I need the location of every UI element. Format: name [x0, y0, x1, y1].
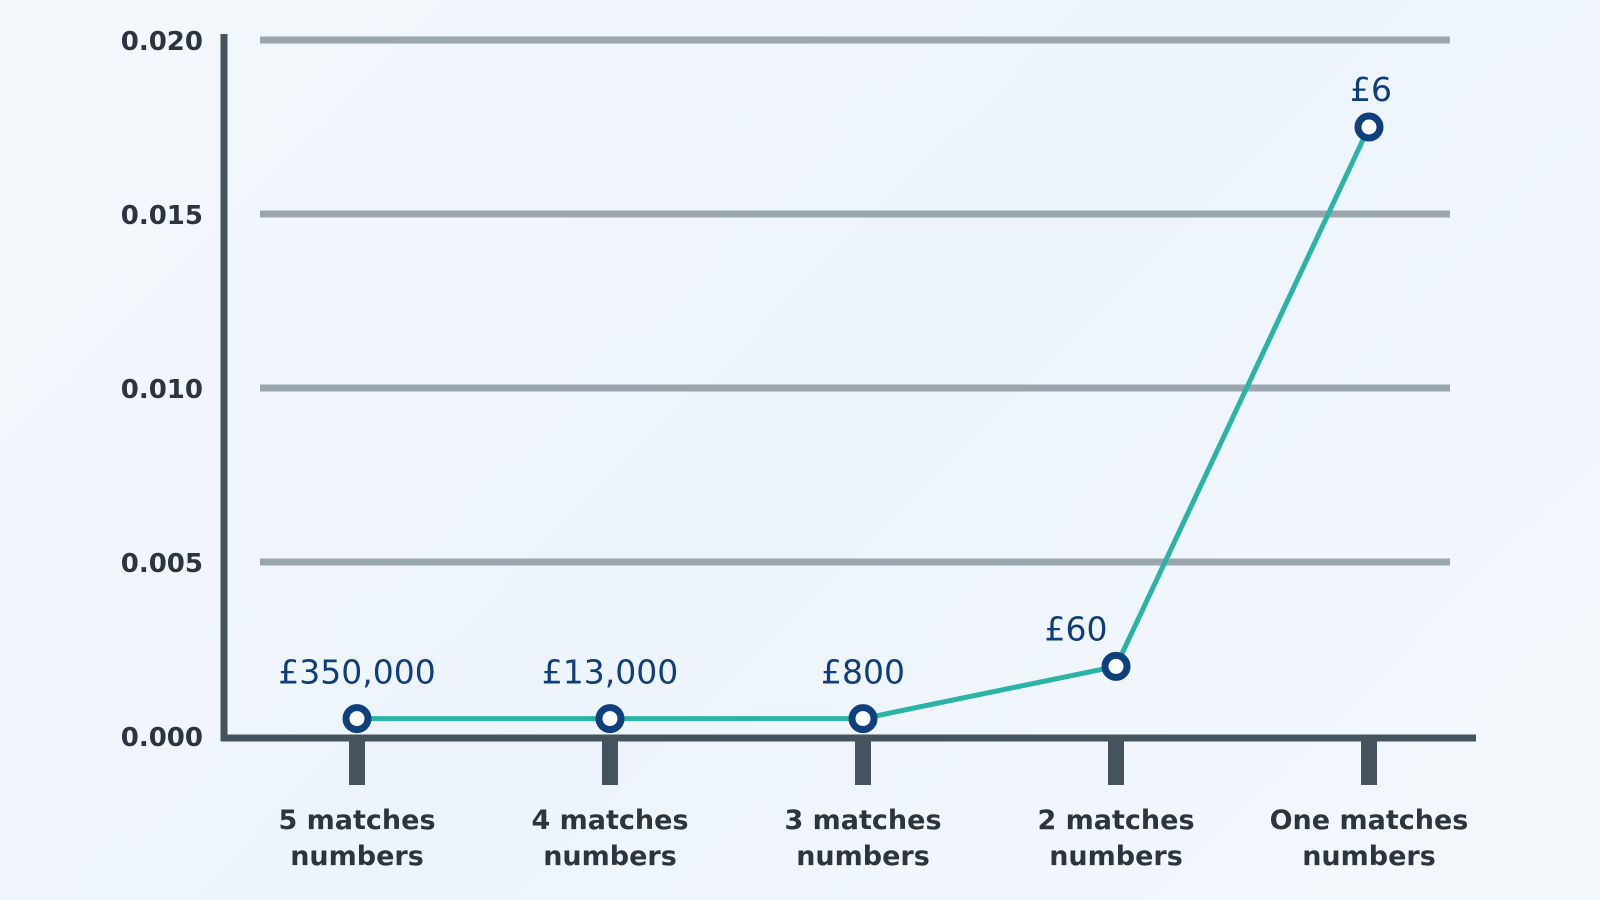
- data-point-marker: [848, 704, 878, 734]
- data-label: £6: [1350, 70, 1392, 109]
- x-tick-mark: [855, 741, 871, 785]
- data-label: £350,000: [278, 653, 435, 692]
- x-tick-label-line: 2 matches: [1037, 805, 1194, 836]
- x-tick-label: One matches numbers: [1270, 805, 1469, 872]
- data-point-marker: [1101, 651, 1131, 681]
- data-labels: £350,000 £13,000 £800 £60 £6: [278, 70, 1392, 692]
- x-tick-label-line: numbers: [796, 841, 930, 872]
- data-point-marker: [1354, 112, 1384, 142]
- x-tick-label: 4 matches numbers: [531, 805, 688, 872]
- data-point-marker: [595, 704, 625, 734]
- x-tick-label-line: 3 matches: [784, 805, 941, 836]
- axes: [220, 34, 1476, 742]
- y-tick-label: 0.010: [121, 375, 203, 405]
- data-label: £60: [1045, 609, 1108, 648]
- y-tick-label: 0.020: [121, 27, 203, 57]
- x-tick-label-line: 4 matches: [531, 805, 688, 836]
- data-point-marker: [342, 704, 372, 734]
- x-tick-label-line: numbers: [543, 841, 677, 872]
- x-tick-label-line: One matches: [1270, 805, 1469, 836]
- x-tick-mark: [1361, 741, 1377, 785]
- y-tick-label: 0.005: [121, 549, 203, 579]
- x-tick-label-line: numbers: [1302, 841, 1436, 872]
- data-label: £800: [821, 653, 905, 692]
- x-tick-mark: [349, 741, 365, 785]
- gridlines: [260, 36, 1450, 566]
- x-tick-label: 3 matches numbers: [784, 805, 941, 872]
- x-tick-mark: [602, 741, 618, 785]
- series: [342, 112, 1384, 734]
- y-axis-tick-labels: 0.000 0.005 0.010 0.015 0.020: [121, 27, 203, 753]
- x-tick-label-line: numbers: [1049, 841, 1183, 872]
- y-tick-label: 0.015: [121, 201, 203, 231]
- x-tick-label-line: 5 matches: [278, 805, 435, 836]
- x-tick-label: 5 matches numbers: [278, 805, 435, 872]
- x-tick-mark: [1108, 741, 1124, 785]
- x-tick-label: 2 matches numbers: [1037, 805, 1194, 872]
- x-tick-label-line: numbers: [290, 841, 424, 872]
- y-tick-label: 0.000: [121, 723, 203, 753]
- data-label: £13,000: [542, 653, 678, 692]
